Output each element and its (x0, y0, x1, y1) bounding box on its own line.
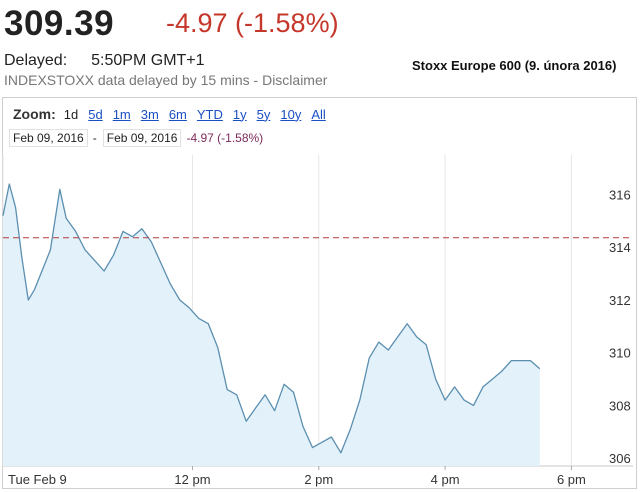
zoom-label: Zoom: (13, 106, 56, 122)
zoom-bar: Zoom: 1d 5d 1m 3m 6m YTD 1y 5y 10y All (13, 106, 336, 122)
zoom-5d[interactable]: 5d (88, 106, 103, 122)
x-tick-label: 12 pm (174, 472, 210, 487)
zoom-1m[interactable]: 1m (112, 106, 131, 122)
data-source-note: INDEXSTOXX data delayed by 15 mins - Dis… (4, 72, 328, 88)
chart-caption: Stoxx Europe 600 (9. února 2016) (412, 58, 617, 73)
range-end-date[interactable]: Feb 09, 2016 (102, 129, 182, 147)
y-tick-label: 310 (609, 346, 631, 361)
zoom-6m[interactable]: 6m (168, 106, 187, 122)
range-start-date[interactable]: Feb 09, 2016 (9, 129, 88, 147)
zoom-1y[interactable]: 1y (232, 106, 247, 122)
x-tick-label: 6 pm (557, 472, 586, 487)
zoom-all[interactable]: All (311, 106, 326, 122)
y-tick-label: 314 (609, 240, 631, 255)
y-axis-ticks: 306 308 310 312 314 316 (609, 188, 631, 467)
zoom-ytd[interactable]: YTD (196, 106, 223, 122)
delayed-info: Delayed: 5:50PM GMT+1 (4, 52, 205, 70)
y-tick-label: 306 (609, 451, 631, 466)
x-tick-label: 4 pm (431, 472, 460, 487)
delayed-label: Delayed: (4, 52, 68, 69)
zoom-5y[interactable]: 5y (256, 106, 271, 122)
y-tick-label: 308 (609, 398, 631, 413)
zoom-3m[interactable]: 3m (140, 106, 159, 122)
delayed-time: 5:50PM GMT+1 (91, 52, 205, 69)
x-tick-label: 2 pm (304, 472, 333, 487)
price-area (3, 184, 540, 466)
x-tick-label: Tue Feb 9 (8, 472, 67, 487)
price-line (2, 183, 541, 454)
y-tick-label: 312 (609, 293, 631, 308)
x-axis-ticks: Tue Feb 9 12 pm 2 pm 4 pm 6 pm (8, 466, 586, 487)
price-value: 309.39 (4, 4, 115, 43)
y-tick-label: 316 (609, 188, 631, 203)
zoom-1d[interactable]: 1d (63, 106, 79, 122)
range-change: -4.97 (-1.58%) (186, 131, 264, 145)
zoom-10y[interactable]: 10y (280, 106, 302, 122)
range-separator: - (92, 131, 97, 145)
price-change: -4.97 (-1.58%) (166, 8, 339, 38)
date-range: Feb 09, 2016 - Feb 09, 2016 -4.97 (-1.58… (9, 129, 263, 147)
